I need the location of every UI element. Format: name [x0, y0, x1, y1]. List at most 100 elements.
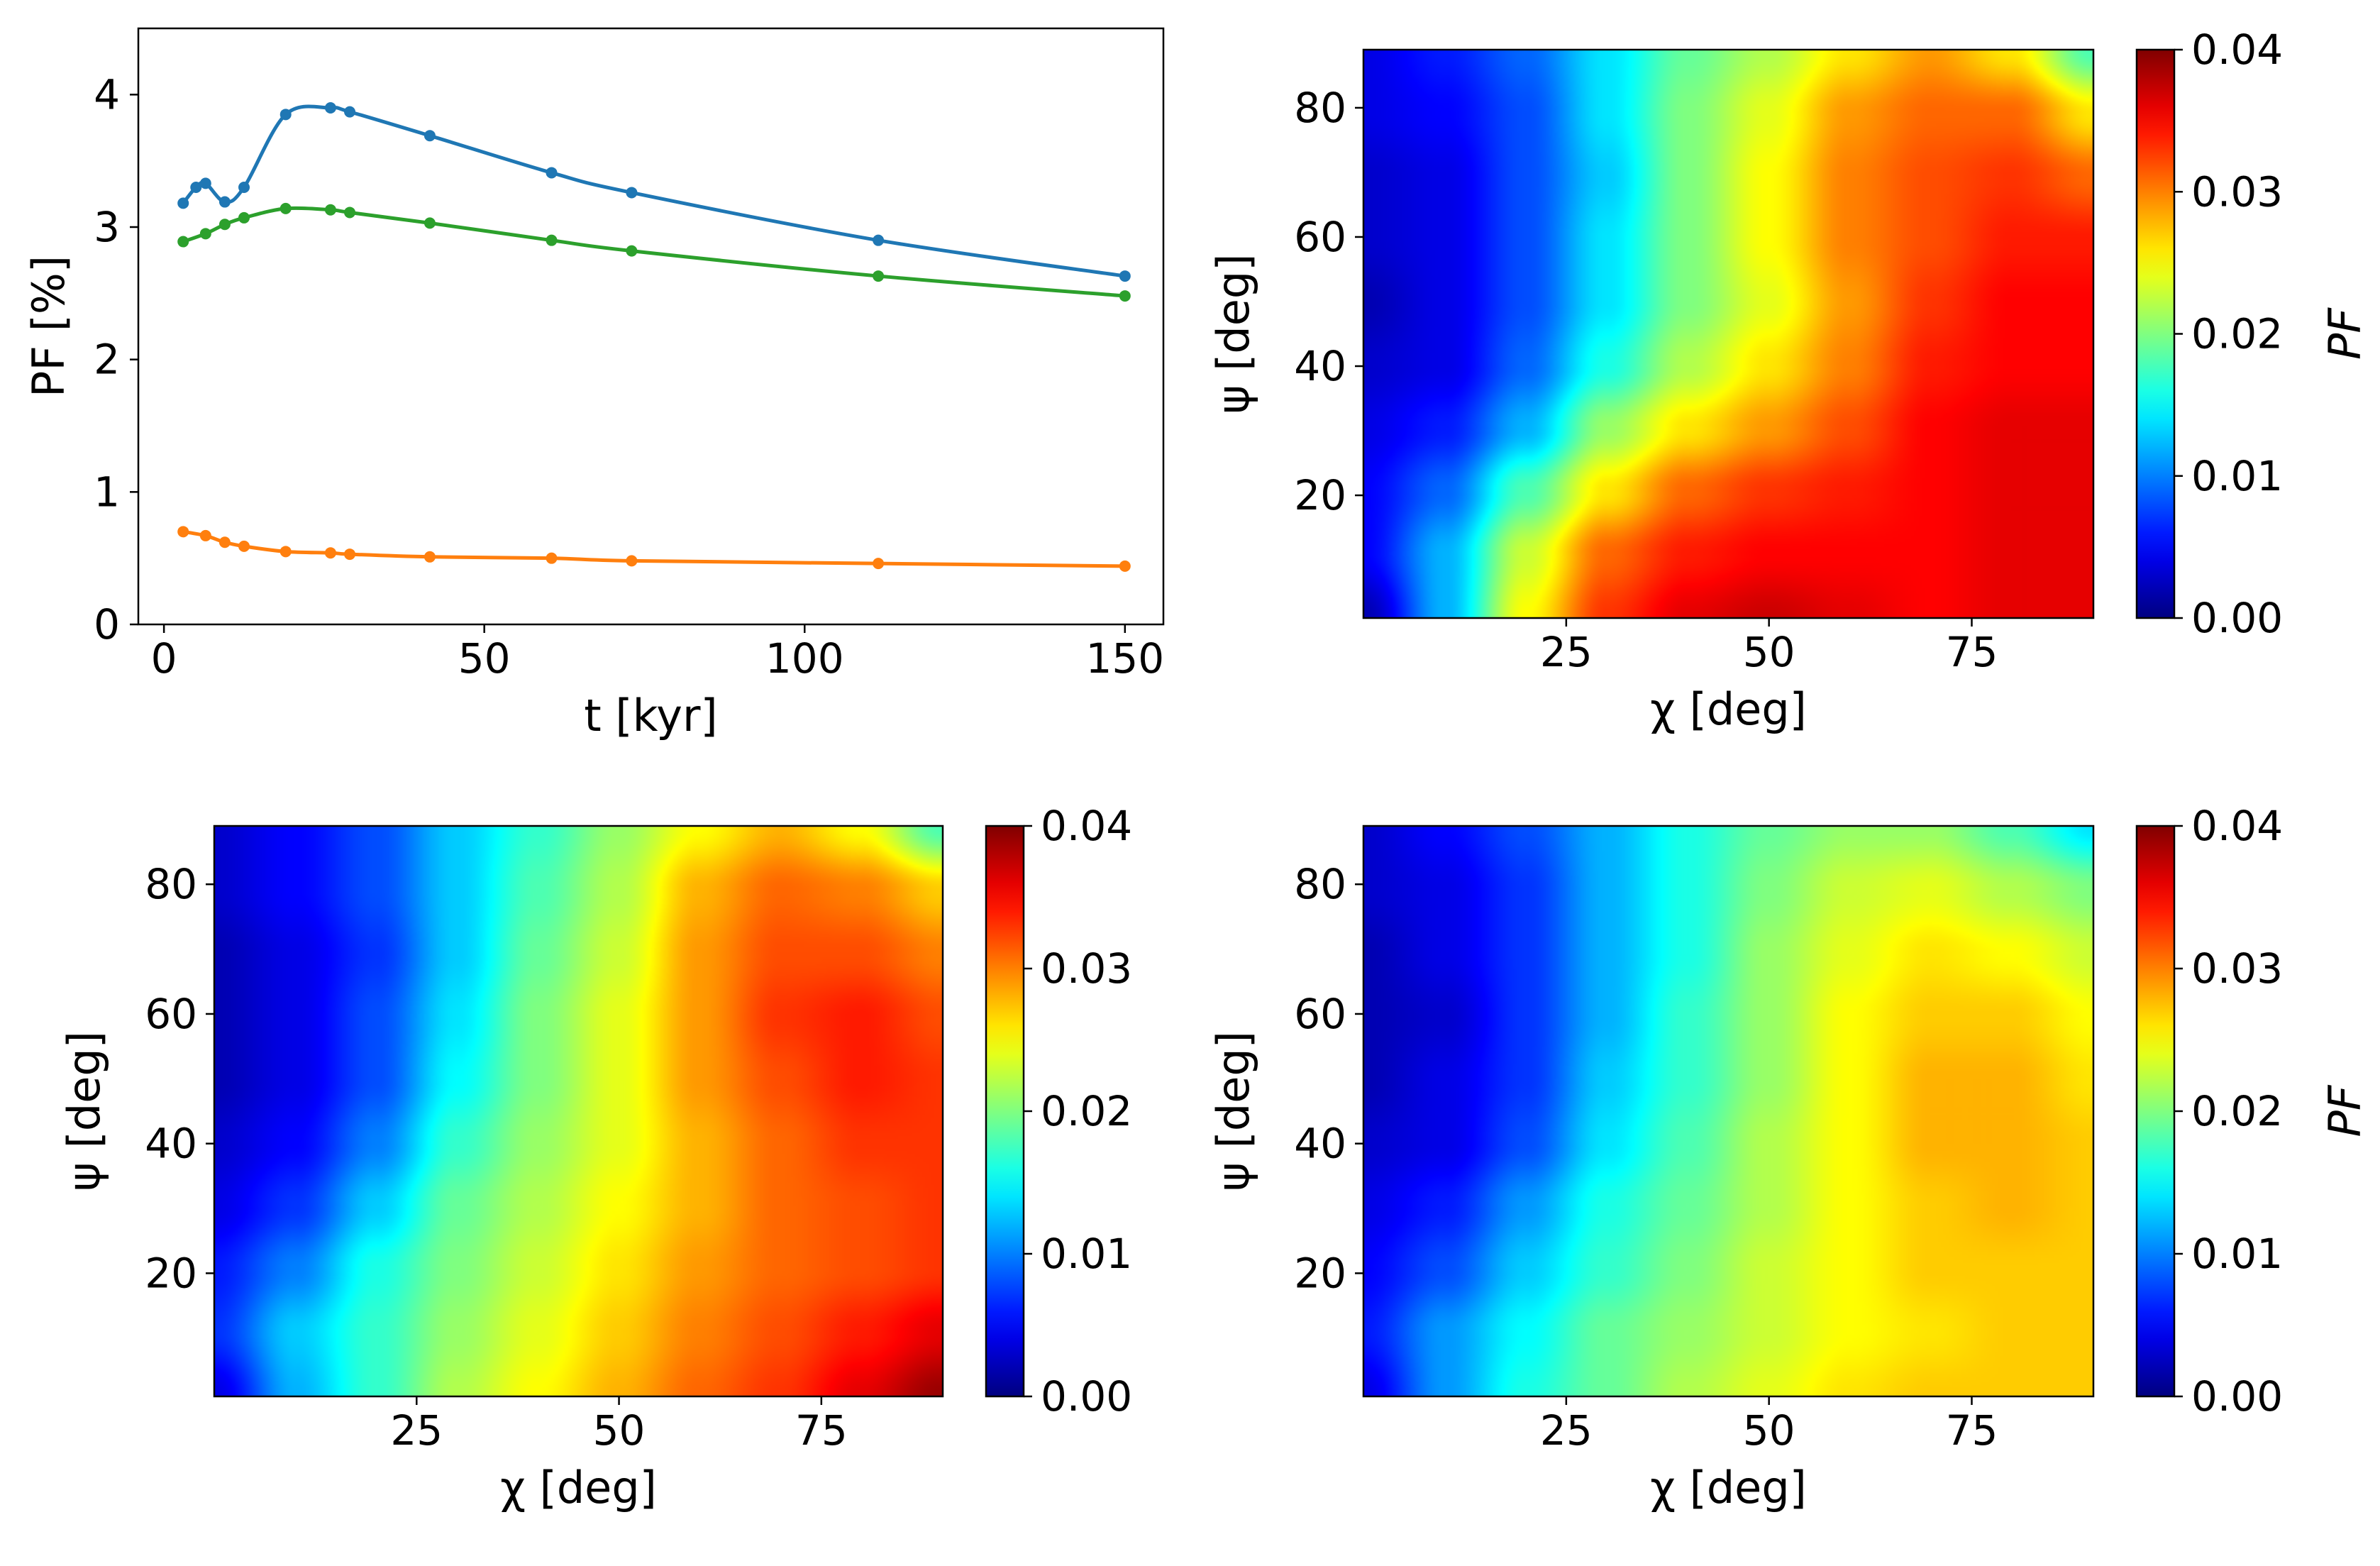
- y-tick-label: 80: [145, 860, 197, 908]
- data-point-orange: [1119, 560, 1131, 572]
- data-point-blue: [873, 234, 885, 246]
- heatmap-bottom-left-panel: 25 50 75 20 40 60 80 χ [deg] ψ [deg] 0.00 0.01 0.02…: [58, 802, 1132, 1513]
- data-point-green: [199, 228, 211, 240]
- x-tick-label: 50: [1743, 1406, 1795, 1455]
- data-point-blue: [238, 182, 250, 193]
- y-tick-label: 20: [1294, 471, 1346, 519]
- data-point-orange: [424, 551, 436, 563]
- data-point-green: [238, 211, 250, 224]
- x-tick-label: 25: [1540, 628, 1593, 676]
- y-tick-label: 0: [94, 600, 120, 649]
- colorbar-tick-label: 0.02: [2191, 310, 2283, 358]
- y-tick-label: 3: [94, 203, 120, 251]
- series-line-orange: [182, 529, 1125, 568]
- y-tick-label: 40: [1294, 342, 1346, 390]
- colorbar-tick-label: 0.00: [2191, 1372, 2283, 1421]
- heatmap-field: [1363, 50, 2093, 618]
- series-line-blue: [182, 104, 1126, 278]
- x-tick-label: 50: [593, 1406, 646, 1455]
- y-axis-label: ψ [deg]: [1207, 1031, 1259, 1191]
- data-point-green: [424, 217, 436, 229]
- y-axis-label: ψ [deg]: [1207, 254, 1259, 414]
- series-line-green: [182, 206, 1126, 298]
- y-tick-label: 60: [1294, 990, 1346, 1038]
- colorbar-tick-label: 0.01: [2191, 452, 2283, 500]
- y-tick-label: 60: [145, 990, 197, 1038]
- data-point-orange: [177, 526, 189, 538]
- data-point-green: [218, 219, 231, 231]
- y-tick-label: 40: [145, 1120, 197, 1168]
- data-point-green: [546, 234, 558, 246]
- y-tick-label: 20: [145, 1249, 197, 1297]
- data-point-blue: [344, 106, 356, 118]
- data-point-green: [626, 245, 638, 257]
- heatmap-bottom-right-panel: 25 50 75 20 40 60 80 χ [deg] ψ [deg] 0.00 0.01 0.02…: [1207, 802, 2371, 1513]
- data-point-blue: [626, 187, 638, 199]
- colorbar-tick-label: 0.03: [1041, 944, 1132, 993]
- x-tick-label: 150: [1085, 634, 1164, 683]
- colorbar-tick-label: 0.00: [1041, 1372, 1132, 1421]
- x-tick-label: 75: [795, 1406, 848, 1455]
- data-point-blue: [546, 167, 558, 179]
- x-tick-label: 25: [390, 1406, 443, 1455]
- data-point-green: [873, 270, 885, 282]
- data-point-green: [1119, 290, 1131, 302]
- heatmap-top-right-panel: 25 50 75 20 40 60 80 χ [deg] ψ [deg] 0.00 0.01 0.02…: [1207, 26, 2371, 735]
- data-point-blue: [199, 177, 211, 189]
- heatmap-field: [214, 826, 943, 1396]
- x-axis-label: t [kyr]: [584, 690, 717, 741]
- colorbar-label: PF: [2319, 307, 2371, 360]
- heatmap-field: [1363, 826, 2093, 1396]
- data-point-orange: [279, 546, 292, 558]
- x-tick-label: 50: [458, 634, 511, 683]
- y-tick-label: 80: [1294, 84, 1346, 132]
- colorbar: [2135, 825, 2176, 1398]
- data-point-blue: [424, 130, 436, 142]
- data-point-blue: [1119, 270, 1131, 282]
- colorbar-tick-label: 0.03: [2191, 944, 2283, 993]
- y-tick-label: 20: [1294, 1249, 1346, 1297]
- colorbar-tick-label: 0.00: [2191, 594, 2283, 642]
- data-point-green: [279, 202, 292, 214]
- colorbar: [985, 825, 1025, 1398]
- colorbar: [2135, 48, 2176, 619]
- x-tick-label: 100: [765, 634, 844, 683]
- data-point-blue: [177, 197, 189, 209]
- plot-frame: [137, 27, 1165, 626]
- data-point-orange: [546, 552, 558, 564]
- colorbar-tick-label: 0.03: [2191, 167, 2283, 216]
- data-point-orange: [238, 540, 250, 552]
- x-tick-label: 50: [1743, 628, 1795, 676]
- x-axis-label: χ [deg]: [1650, 1462, 1807, 1513]
- y-tick-label: 80: [1294, 860, 1346, 908]
- x-tick-label: 25: [1540, 1406, 1593, 1455]
- x-axis-label: χ [deg]: [500, 1462, 657, 1513]
- y-tick-label: 40: [1294, 1120, 1346, 1168]
- x-axis-label: χ [deg]: [1650, 683, 1807, 735]
- y-axis-label: PF [%]: [23, 255, 74, 397]
- data-point-green: [324, 204, 336, 216]
- data-point-blue: [324, 102, 336, 114]
- data-point-orange: [324, 547, 336, 559]
- plot-frame: [1362, 825, 2095, 1398]
- data-point-blue: [190, 182, 202, 193]
- colorbar-tick-label: 0.02: [1041, 1087, 1132, 1135]
- colorbar-tick-label: 0.01: [2191, 1230, 2283, 1278]
- y-tick-label: 2: [94, 336, 120, 384]
- data-point-green: [344, 206, 356, 219]
- data-point-orange: [626, 555, 638, 567]
- colorbar-tick-label: 0.04: [2191, 802, 2283, 850]
- y-tick-label: 60: [1294, 213, 1346, 261]
- x-tick-label: 75: [1946, 628, 1998, 676]
- data-point-orange: [344, 548, 356, 561]
- y-tick-label: 4: [94, 70, 120, 118]
- colorbar-tick-label: 0.04: [1041, 802, 1132, 850]
- plot-frame: [1362, 48, 2095, 619]
- y-tick-label: 1: [94, 468, 120, 516]
- y-axis-label: ψ [deg]: [58, 1031, 110, 1191]
- data-point-orange: [873, 558, 885, 570]
- data-point-orange: [218, 536, 231, 548]
- colorbar-tick-label: 0.02: [2191, 1087, 2283, 1135]
- data-point-blue: [279, 109, 292, 121]
